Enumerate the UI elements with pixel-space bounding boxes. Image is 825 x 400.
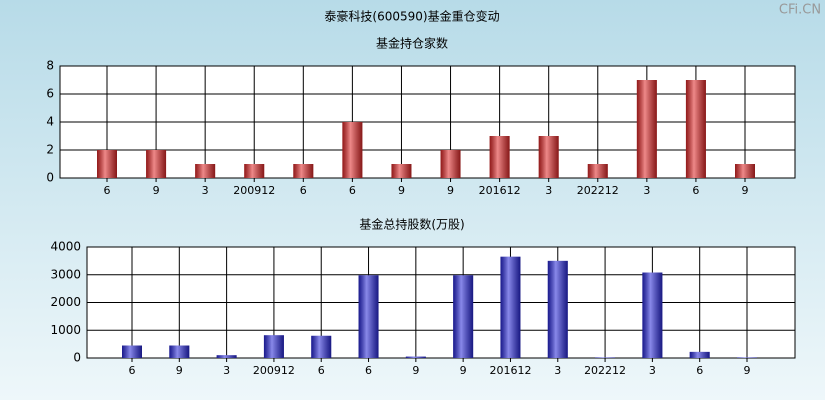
bar-shine — [342, 122, 363, 178]
y-tick-label: 4000 — [50, 240, 81, 254]
y-tick-label: 8 — [46, 59, 54, 73]
chart-title: 基金总持股数(万股) — [359, 217, 464, 232]
x-tick-label: 6 — [692, 184, 699, 197]
bar-shine — [391, 164, 412, 178]
x-tick-label: 6 — [318, 364, 325, 377]
x-tick-label: 3 — [202, 184, 209, 197]
y-tick-label: 4 — [46, 115, 54, 129]
y-tick-label: 1000 — [50, 323, 81, 337]
x-tick-label: 202212 — [584, 364, 626, 377]
x-tick-label: 6 — [104, 184, 111, 197]
bar-shine — [122, 345, 142, 358]
bar-shine — [547, 260, 568, 358]
x-tick-label: 6 — [365, 364, 372, 377]
x-tick-label: 9 — [742, 184, 749, 197]
x-tick-label: 9 — [447, 184, 454, 197]
x-tick-label: 3 — [643, 184, 650, 197]
x-tick-label: 9 — [412, 364, 419, 377]
bar-shine — [169, 345, 190, 358]
y-tick-label: 2 — [46, 143, 54, 157]
bar-shine — [587, 164, 608, 178]
y-tick-label: 0 — [73, 351, 81, 365]
x-tick-label: 9 — [460, 364, 467, 377]
bar-shine — [244, 164, 265, 178]
x-tick-label: 201612 — [479, 184, 521, 197]
x-tick-label: 200912 — [253, 364, 295, 377]
bar-shine — [685, 80, 706, 178]
bar-shine — [216, 355, 237, 358]
x-tick-label: 9 — [744, 364, 751, 377]
bar-shine — [538, 136, 559, 178]
page-title: 泰豪科技(600590)基金重仓变动 — [324, 9, 499, 24]
bar-shine — [453, 275, 474, 358]
bar-shine — [440, 150, 461, 178]
bar-shine — [358, 275, 379, 358]
bar-shine — [311, 335, 332, 358]
x-tick-label: 200912 — [233, 184, 275, 197]
bar-shine — [689, 351, 710, 358]
bar-shine — [595, 357, 616, 358]
x-tick-label: 3 — [223, 364, 230, 377]
bar-shine — [97, 150, 117, 178]
x-tick-label: 6 — [300, 184, 307, 197]
bar-shine — [500, 256, 521, 358]
bar-shine — [489, 136, 510, 178]
x-tick-label: 3 — [545, 184, 552, 197]
x-tick-label: 9 — [398, 184, 405, 197]
x-tick-label: 6 — [349, 184, 356, 197]
x-tick-label: 202212 — [577, 184, 619, 197]
x-tick-label: 3 — [554, 364, 561, 377]
x-tick-label: 9 — [153, 184, 160, 197]
bar-shine — [636, 80, 657, 178]
chart-title: 基金持仓家数 — [376, 36, 448, 51]
bar-shine — [735, 164, 755, 178]
bar-shine — [737, 357, 757, 358]
x-tick-label: 6 — [129, 364, 136, 377]
bar-shine — [405, 356, 426, 358]
bar-shine — [293, 164, 314, 178]
bar-shine — [263, 335, 284, 358]
watermark: CFi.CN — [779, 3, 821, 18]
y-tick-label: 3000 — [50, 267, 81, 281]
y-tick-label: 0 — [46, 171, 54, 185]
x-tick-label: 9 — [176, 364, 183, 377]
bar-shine — [146, 150, 167, 178]
x-tick-label: 6 — [696, 364, 703, 377]
y-tick-label: 6 — [46, 87, 54, 101]
bar-shine — [642, 272, 663, 358]
x-tick-label: 201612 — [489, 364, 531, 377]
bar-shine — [195, 164, 216, 178]
x-tick-label: 3 — [649, 364, 656, 377]
y-tick-label: 2000 — [50, 295, 81, 309]
